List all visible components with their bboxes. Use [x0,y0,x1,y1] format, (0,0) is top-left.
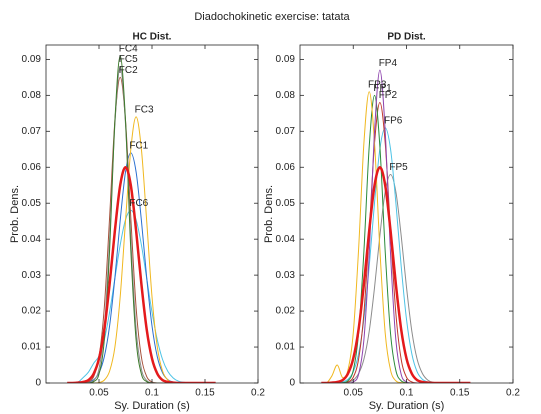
density-line [67,152,216,383]
density-line [67,209,216,383]
y-tick-label: 0.01 [276,342,296,353]
plot-area [46,45,258,383]
series-label: FC6 [129,198,148,209]
y-tick-label: 0.03 [276,270,296,281]
y-tick-label: 0.02 [276,306,296,317]
y-tick-label: 0.04 [22,234,42,245]
figure-title: Diadochokinetic exercise: tatata [194,11,350,23]
axes: PD Dist. Sy. Duration (s) Prob. Dens. FP5 FP… [263,32,520,412]
y-tick-label: 0.07 [22,126,42,137]
series-label: FP3 [368,79,387,90]
y-tick-label: 0.09 [22,54,42,65]
y-tick-label: 0.07 [276,126,296,137]
density-line [67,66,216,383]
y-tick-label: 0.03 [22,270,42,281]
y-axis-label: Prob. Dens. [263,185,275,243]
x-tick-label: 0.15 [195,388,215,399]
density-line [67,55,216,383]
y-tick-label: 0.05 [22,198,42,209]
series-label: FP6 [384,115,403,126]
density-line [67,76,216,383]
series-label: FP1 [373,83,392,94]
y-tick-label: 0.06 [22,162,42,173]
x-axis-label: Sy. Duration (s) [369,400,445,412]
y-axis-label: Prob. Dens. [9,185,21,243]
axes-title: HC Dist. [133,32,172,43]
y-tick-label: 0.08 [22,90,42,101]
x-tick-label: 0.1 [400,388,414,399]
x-tick-label: 0.05 [89,388,109,399]
series-label: FC5 [119,54,138,65]
x-tick-label: 0.15 [450,388,470,399]
x-tick-label: 0.2 [251,388,265,399]
curves [67,55,216,383]
y-tick-label: 0.08 [276,90,296,101]
axes: HC Dist. Sy. Duration (s) Prob. Dens. FC6 FC… [9,32,265,412]
density-line [67,116,216,383]
series-label: FP2 [379,90,398,101]
y-tick-label: 0.04 [276,234,296,245]
x-tick-label: 0.1 [145,388,159,399]
curves [321,69,471,383]
density-line [321,166,471,383]
x-axis-label: Sy. Duration (s) [114,400,190,412]
y-tick-label: 0 [35,378,41,389]
plot-area [300,45,513,383]
axes-title: PD Dist. [387,32,426,43]
y-tick-label: 0.01 [22,342,42,353]
density-line [321,69,471,383]
y-tick-label: 0.06 [276,162,296,173]
x-tick-label: 0.05 [344,388,364,399]
series-label: FC4 [119,43,138,54]
x-tick-label: 0.2 [506,388,520,399]
series-label: FC1 [129,141,148,152]
y-tick-label: 0.02 [22,306,42,317]
density-line [67,166,216,383]
series-label: FP4 [379,58,398,69]
series-label: FC3 [135,105,154,116]
y-tick-label: 0 [289,378,295,389]
density-line [321,127,471,383]
y-tick-label: 0.05 [276,198,296,209]
series-label: FC2 [119,65,138,76]
density-line [321,94,471,383]
y-tick-label: 0.09 [276,54,296,65]
density-line [321,102,471,383]
series-label: FP5 [389,162,408,173]
